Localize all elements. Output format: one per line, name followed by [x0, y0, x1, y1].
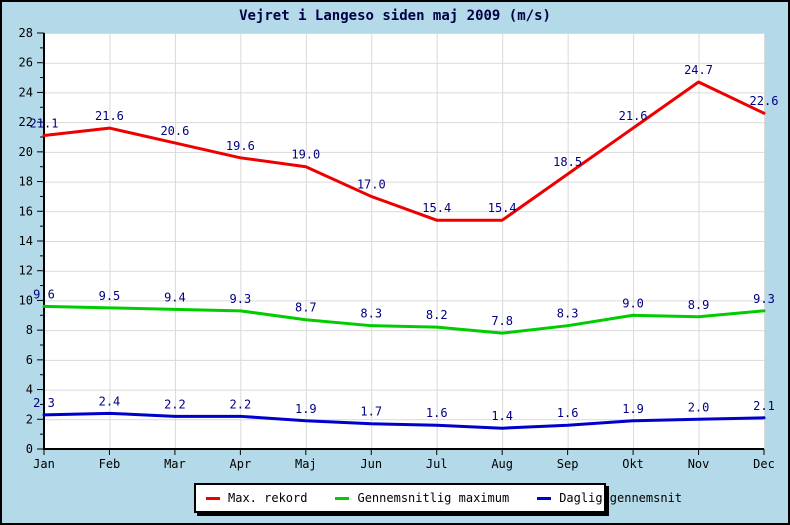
- data-label: 8.3: [360, 307, 382, 321]
- y-tick-label: 16: [19, 204, 33, 218]
- data-label: 15.4: [488, 201, 517, 215]
- x-tick-label: Dec: [753, 457, 775, 471]
- data-label: 17.0: [357, 177, 386, 191]
- data-label: 21.1: [30, 117, 59, 131]
- x-tick-label: Apr: [230, 457, 252, 471]
- data-label: 18.5: [553, 155, 582, 169]
- legend-swatch-red: [206, 496, 220, 500]
- data-label: 21.6: [619, 109, 648, 123]
- legend-label: Daglig gennemsnit: [559, 491, 683, 505]
- legend-box: Max. rekord Gennemsnitlig maximum Daglig…: [194, 483, 682, 513]
- y-tick-label: 12: [19, 264, 33, 278]
- data-label: 9.5: [99, 289, 121, 303]
- data-label: 2.3: [33, 396, 55, 410]
- y-tick-label: 18: [19, 175, 33, 189]
- series-line-1: [42, 304, 766, 335]
- y-tick-label: 28: [19, 26, 33, 40]
- data-label: 1.7: [360, 405, 382, 419]
- data-label: 15.4: [422, 201, 451, 215]
- legend-item-gennemsnitlig-maximum: Gennemsnitlig maximum: [335, 491, 509, 505]
- y-tick-label: 22: [19, 115, 33, 129]
- x-tick-label: Aug: [491, 457, 513, 471]
- x-tick-label: Nov: [688, 457, 710, 471]
- series-line-0: [42, 80, 766, 222]
- data-label: 2.2: [164, 397, 186, 411]
- y-tick-label: 24: [19, 85, 33, 99]
- x-tick-label: Jul: [426, 457, 448, 471]
- x-tick-label: Jan: [33, 457, 55, 471]
- legend-swatch-blue: [537, 496, 552, 500]
- data-label: 1.6: [426, 406, 448, 420]
- x-tick-label: Maj: [295, 457, 317, 471]
- y-tick-label: 6: [26, 353, 33, 367]
- series-line-2: [42, 411, 766, 430]
- legend-swatch-green: [335, 496, 350, 500]
- chart-title: Vejret i Langeso siden maj 2009 (m/s): [239, 8, 551, 24]
- data-label: 24.7: [684, 63, 713, 77]
- data-label: 9.6: [33, 287, 55, 301]
- data-label: 8.9: [688, 298, 710, 312]
- data-label: 8.7: [295, 301, 317, 315]
- y-tick-label: 0: [26, 442, 33, 456]
- data-label: 2.1: [753, 399, 775, 413]
- data-label: 19.6: [226, 139, 255, 153]
- legend-label: Max. rekord: [228, 491, 308, 505]
- legend-label: Gennemsnitlig maximum: [357, 491, 510, 505]
- y-tick-label: 20: [19, 145, 33, 159]
- y-tick-label: 14: [19, 234, 33, 248]
- x-axis: Jan Feb Mar Apr Maj Jun Jul Aug Sep Okt Nov Dec: [33, 448, 775, 471]
- y-tick-label: 4: [26, 383, 33, 397]
- gridlines: [44, 33, 765, 449]
- data-label: 21.6: [95, 109, 124, 123]
- y-tick-label: 26: [19, 56, 33, 70]
- data-label: 8.3: [557, 307, 579, 321]
- data-label: 19.0: [291, 148, 320, 162]
- legend-item-max-rekord: Max. rekord: [206, 491, 307, 505]
- y-tick-label: 10: [19, 293, 33, 307]
- y-tick-label: 2: [26, 412, 33, 426]
- data-label: 1.6: [557, 406, 579, 420]
- x-tick-label: Mar: [164, 457, 186, 471]
- data-label: 2.4: [99, 394, 121, 408]
- data-label: 1.9: [622, 402, 644, 416]
- x-tick-label: Feb: [99, 457, 121, 471]
- data-label: 9.0: [622, 296, 644, 310]
- series-labels-2: 2.3 2.4 2.2 2.2 1.9 1.7 1.6 1.4 1.6 1.9 2.0 2.1: [33, 394, 775, 423]
- data-label: 2.0: [688, 400, 710, 414]
- data-label: 1.4: [491, 409, 513, 423]
- data-label: 9.3: [230, 292, 252, 306]
- x-tick-label: Jun: [360, 457, 382, 471]
- data-label: 22.6: [750, 94, 779, 108]
- data-label: 7.8: [491, 314, 513, 328]
- legend-item-daglig-gennemsnit: Daglig gennemsnit: [537, 491, 682, 505]
- series-labels-0: 21.1 21.6 20.6 19.6 19.0 17.0 15.4 15.4 18.5 21.6…: [30, 63, 779, 215]
- data-label: 20.6: [160, 124, 189, 138]
- data-label: 9.4: [164, 290, 186, 304]
- series-labels-1: 9.6 9.5 9.4 9.3 8.7 8.3 8.2 7.8 8.3 9.0 8.9 9.3: [33, 287, 775, 328]
- data-label: 9.3: [753, 292, 775, 306]
- data-label: 1.9: [295, 402, 317, 416]
- y-tick-label: 8: [26, 323, 33, 337]
- data-label: 8.2: [426, 308, 448, 322]
- x-tick-label: Okt: [622, 457, 644, 471]
- x-tick-label: Sep: [557, 457, 579, 471]
- data-label: 2.2: [230, 397, 252, 411]
